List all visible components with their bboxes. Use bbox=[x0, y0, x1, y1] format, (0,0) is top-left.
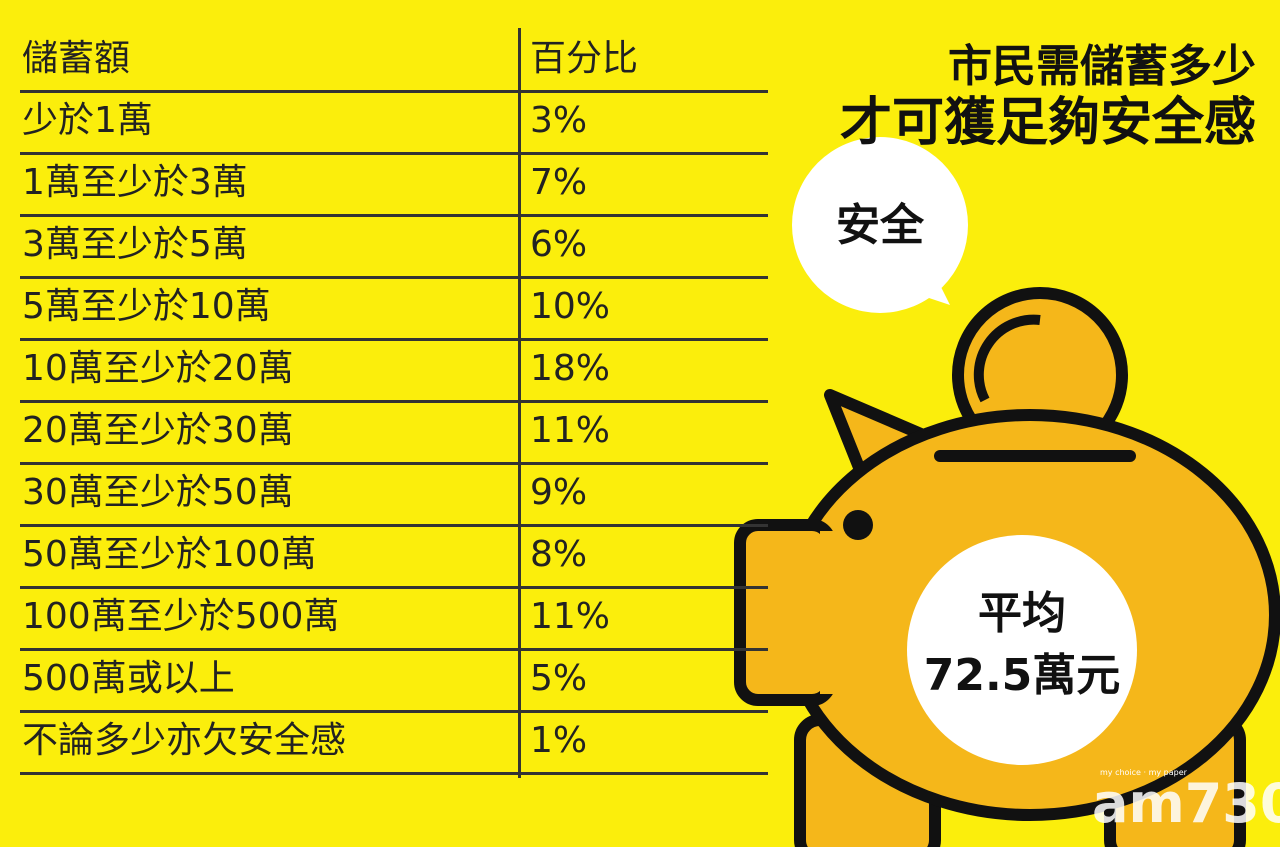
table-cell: 11% bbox=[530, 596, 611, 637]
title-line: 市民需儲蓄多少 bbox=[948, 41, 1256, 92]
snout-join bbox=[820, 531, 850, 694]
row-line bbox=[20, 586, 768, 589]
table-cell: 10萬至少於20萬 bbox=[22, 348, 294, 389]
speech-bubble bbox=[792, 137, 968, 313]
row-line bbox=[20, 152, 768, 155]
table-cell: 100萬至少於500萬 bbox=[22, 596, 340, 637]
table-cell: 少於1萬 bbox=[22, 100, 153, 141]
table-cell: 不論多少亦欠安全感 bbox=[22, 720, 347, 761]
logo: am730 bbox=[1092, 772, 1280, 835]
table-cell: 3% bbox=[530, 100, 588, 141]
average-value: 72.5萬元 bbox=[924, 650, 1121, 701]
row-line bbox=[20, 524, 768, 527]
table-cell: 8% bbox=[530, 534, 588, 575]
table-cell: 5% bbox=[530, 658, 588, 699]
table-cell: 3萬至少於5萬 bbox=[22, 224, 248, 265]
title-line: 才可獲足夠安全感 bbox=[839, 93, 1256, 153]
row-line bbox=[20, 276, 768, 279]
pig-snout bbox=[734, 519, 836, 706]
table-cell: 18% bbox=[530, 348, 611, 389]
row-line bbox=[20, 710, 768, 713]
average-label: 平均 bbox=[978, 588, 1066, 639]
header-cell: 百分比 bbox=[530, 38, 639, 79]
table-cell: 9% bbox=[530, 472, 588, 513]
table-cell: 10% bbox=[530, 286, 611, 327]
coin-shine bbox=[973, 314, 1041, 403]
row-line bbox=[20, 648, 768, 651]
row-line bbox=[20, 214, 768, 217]
table-cell: 500萬或以上 bbox=[22, 658, 235, 699]
table-cell: 1% bbox=[530, 720, 588, 761]
row-line bbox=[20, 462, 768, 465]
table-cell: 5萬至少於10萬 bbox=[22, 286, 271, 327]
table-cell: 30萬至少於50萬 bbox=[22, 472, 294, 513]
table-cell: 1萬至少於3萬 bbox=[22, 162, 248, 203]
row-line bbox=[20, 400, 768, 403]
row-line bbox=[20, 772, 768, 775]
bubble-text: 安全 bbox=[836, 200, 925, 251]
table-cell: 20萬至少於30萬 bbox=[22, 410, 294, 451]
table-cell: 7% bbox=[530, 162, 588, 203]
column-divider bbox=[518, 28, 521, 778]
row-line bbox=[20, 90, 768, 93]
table-cell: 50萬至少於100萬 bbox=[22, 534, 317, 575]
header-cell: 儲蓄額 bbox=[22, 38, 131, 79]
row-line bbox=[20, 338, 768, 341]
table-cell: 11% bbox=[530, 410, 611, 451]
average-circle bbox=[907, 535, 1137, 765]
table-cell: 6% bbox=[530, 224, 588, 265]
logo-tagline: my choice · my paper bbox=[1100, 768, 1188, 777]
pig-eye bbox=[843, 510, 873, 540]
